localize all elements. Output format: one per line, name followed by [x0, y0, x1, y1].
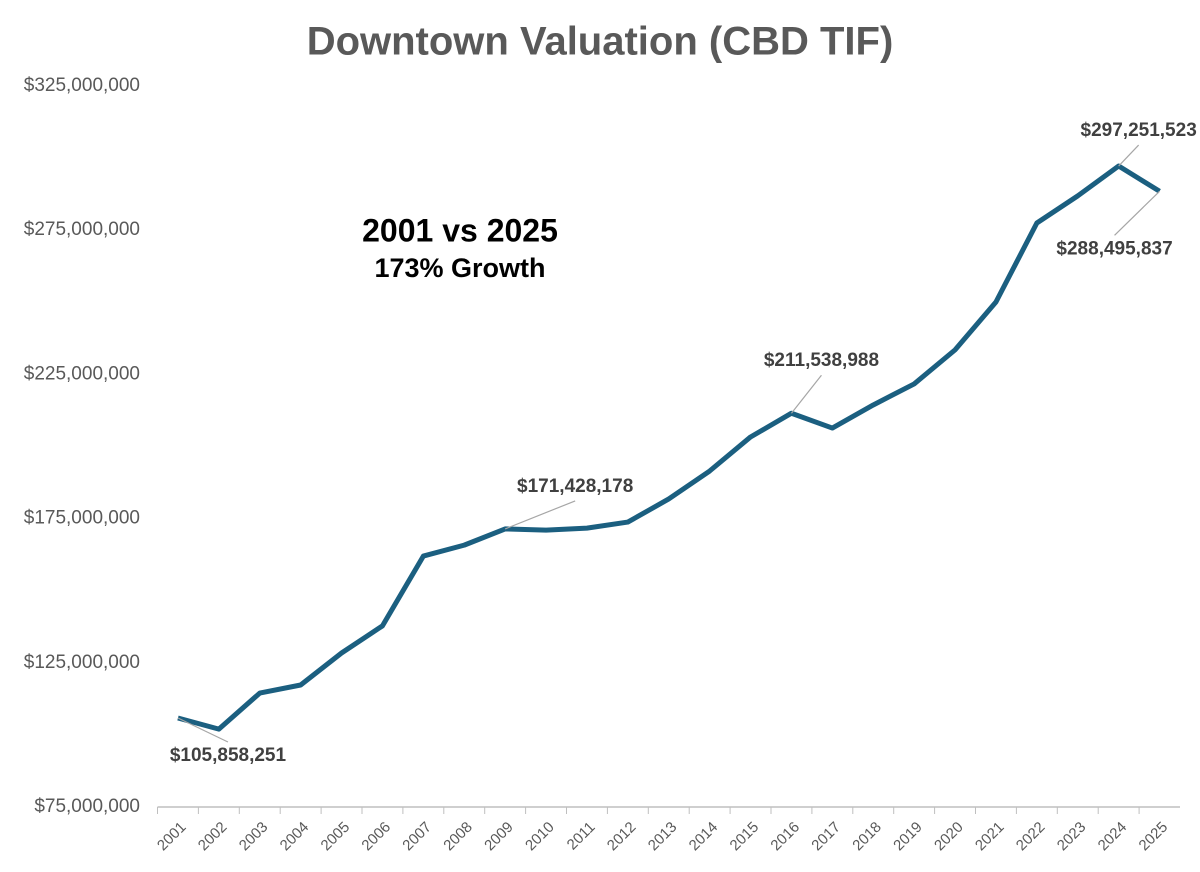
x-tick-label: 2023 [1054, 819, 1090, 855]
x-tick-label: 2003 [236, 819, 272, 855]
y-tick-label: $225,000,000 [24, 363, 140, 384]
x-tick-label: 2025 [1136, 819, 1172, 855]
x-tick-label: 2002 [195, 819, 231, 855]
leader-line [1114, 190, 1160, 236]
value-label: $288,495,837 [1056, 238, 1172, 259]
x-tick-label: 2016 [767, 819, 803, 855]
y-tick-label: $325,000,000 [24, 75, 140, 96]
x-tick-label: 2021 [972, 819, 1008, 855]
x-tick-label: 2022 [1013, 819, 1049, 855]
x-tick-label: 2015 [727, 819, 763, 855]
x-tick-label: 2005 [318, 819, 354, 855]
annotation: 173% Growth [374, 253, 545, 283]
x-tick-label: 2009 [481, 819, 517, 855]
x-tick-label: 2012 [604, 819, 640, 855]
chart-title: Downtown Valuation (CBD TIF) [307, 20, 894, 64]
x-tick-label: 2014 [686, 819, 722, 855]
y-tick-label: $125,000,000 [24, 652, 140, 673]
x-tick-label: 2013 [645, 819, 681, 855]
y-tick-label: $75,000,000 [34, 796, 140, 817]
value-label: $171,428,178 [517, 476, 633, 497]
x-tick-label: 2019 [890, 819, 926, 855]
x-tick-label: 2020 [931, 819, 967, 855]
leader-line [177, 717, 229, 743]
x-tick-label: 2004 [277, 819, 313, 855]
x-tick-label: 2008 [440, 819, 476, 855]
x-tick-label: 2007 [399, 819, 435, 855]
value-label: $211,538,988 [764, 350, 879, 371]
annotation: 2001 vs 2025 [362, 212, 558, 248]
x-tick-label: 2010 [522, 819, 558, 855]
x-tick-label: 2006 [358, 819, 394, 855]
x-tick-label: 2011 [564, 819, 599, 854]
x-tick-label: 2017 [808, 819, 844, 855]
leader-line [790, 374, 822, 414]
value-label: $297,251,523 [1081, 120, 1197, 141]
x-tick-label: 2018 [849, 819, 885, 855]
line-series [177, 163, 1161, 732]
leader-line [1118, 144, 1140, 167]
leader-line [504, 500, 576, 530]
y-tick-label: $275,000,000 [24, 219, 140, 240]
x-tick-label: 2001 [154, 819, 190, 855]
x-tick-label: 2024 [1095, 819, 1131, 855]
value-label: $105,858,251 [170, 745, 287, 766]
y-tick-label: $175,000,000 [24, 508, 140, 529]
